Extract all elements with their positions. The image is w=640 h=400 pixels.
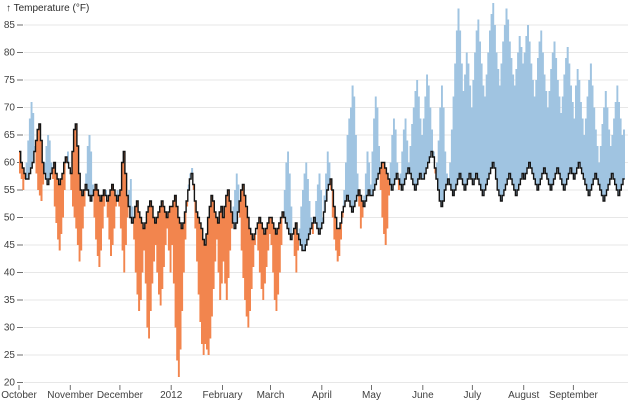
x-tick-label: May xyxy=(362,390,381,400)
y-tick-label: 35 xyxy=(4,295,16,306)
x-tick-label: February xyxy=(202,390,242,400)
temperature-step-line xyxy=(19,123,625,252)
x-tick-label: October xyxy=(1,390,37,400)
x-axis: October November December 2012 February March… xyxy=(1,385,599,400)
y-tick-label: 55 xyxy=(4,185,16,196)
y-tick-label: 65 xyxy=(4,130,16,141)
reference-line xyxy=(19,123,625,252)
y-tick-label: 45 xyxy=(4,240,16,251)
x-tick-label: August xyxy=(508,390,539,400)
x-tick-label: July xyxy=(464,390,482,400)
y-axis-title: ↑ Temperature (°F) xyxy=(6,3,90,14)
x-tick-label: April xyxy=(312,390,332,400)
y-tick-label: 60 xyxy=(4,158,16,169)
y-tick-label: 20 xyxy=(4,378,16,389)
x-tick-label: March xyxy=(257,390,285,400)
y-tick-label: 75 xyxy=(4,75,16,86)
y-tick-label: 85 xyxy=(4,20,16,31)
x-tick-label: November xyxy=(47,390,94,400)
y-tick-label: 30 xyxy=(4,323,16,334)
y-tick-label: 25 xyxy=(4,350,16,361)
x-tick-label: June xyxy=(412,390,434,400)
y-tick-label: 80 xyxy=(4,48,16,59)
x-tick-label: September xyxy=(549,390,599,400)
x-tick-label: 2012 xyxy=(160,390,183,400)
x-tick-label: December xyxy=(97,390,144,400)
y-tick-label: 40 xyxy=(4,268,16,279)
areas-above xyxy=(25,3,626,251)
y-axis: 20 25 30 35 40 45 50 55 60 65 70 75 80 85 xyxy=(4,20,23,389)
difference-area-above xyxy=(25,3,626,251)
y-tick-label: 50 xyxy=(4,213,16,224)
y-tick-label: 70 xyxy=(4,103,16,114)
